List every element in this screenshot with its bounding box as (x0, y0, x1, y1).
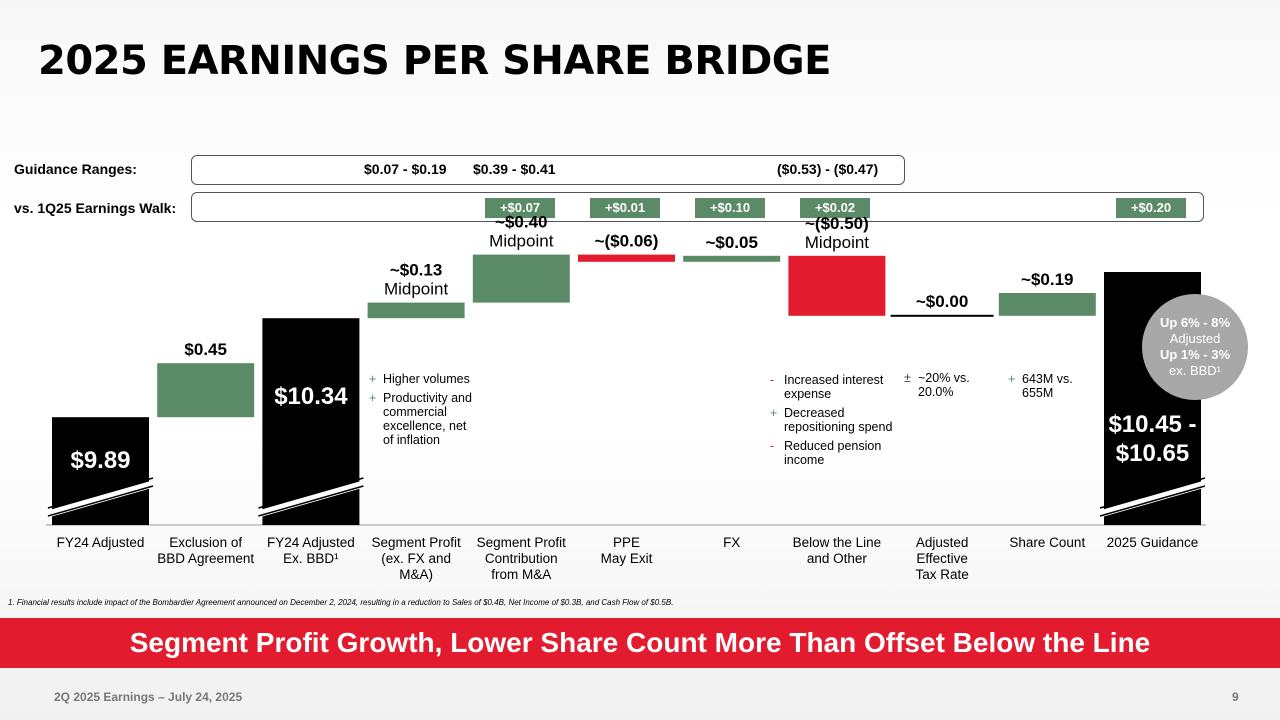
note-text: ~20% vs. 20.0% (918, 371, 970, 399)
data-label: $10.34 (274, 383, 348, 410)
axis-break-mark (258, 477, 364, 509)
note-text: Increased interest expense (784, 373, 884, 401)
bar-neutral (890, 314, 994, 317)
category-label: Exclusion of BBD Agreement (157, 535, 254, 566)
category-label: Below the Line and Other (793, 535, 882, 566)
note-text: Productivity and commercial excellence, … (383, 391, 472, 447)
tax-rate-notes: ± ~20% vs. 20.0% (904, 371, 984, 404)
guidance-range-2: $0.39 - $0.41 (473, 161, 556, 177)
note-bullet: + (1008, 372, 1016, 386)
guidance-range-1: $0.07 - $0.19 (364, 161, 447, 177)
bar-increase (472, 254, 570, 303)
axis-break-mark (47, 477, 154, 509)
guidance-range-3: ($0.53) - ($0.47) (777, 161, 879, 177)
category-label: FY24 Adjusted Ex. BBD¹ (267, 535, 355, 566)
walk-item: +$0.01 (590, 198, 660, 218)
note-item: + Decreased repositioning spend (770, 406, 895, 434)
guidance-box (191, 155, 905, 185)
walk-item: +$0.10 (695, 198, 765, 218)
data-label: ~$0.40 Midpoint (489, 213, 554, 251)
axis-break-mark (1099, 485, 1206, 517)
note-item: - Increased interest expense (770, 373, 895, 401)
walk-item: +$0.07 (485, 198, 555, 218)
axis-break-mark (1099, 480, 1206, 518)
below-line-notes: - Increased interest expense + Decreased re… (770, 373, 895, 472)
category-label: Segment Profit (ex. FX and M&A) (371, 535, 461, 582)
note-item: + Higher volumes (369, 372, 479, 386)
category-label: Segment Profit Contribution from M&A (477, 535, 567, 582)
bar-increase (157, 363, 255, 418)
data-label: ~$0.19 (1021, 270, 1073, 289)
bar-decrease (578, 254, 675, 262)
note-item: - Reduced pension income (770, 439, 895, 467)
callout-line-1: Up 6% - 8% (1159, 315, 1231, 330)
segment-profit-notes: + Higher volumes + Productivity and commerc… (369, 372, 479, 452)
guidance-growth-callout: Up 6% - 8% Adjusted Up 1% - 3% ex. BBD¹ (1142, 294, 1248, 400)
data-label: ~($0.50) Midpoint (805, 214, 870, 252)
note-item: ± ~20% vs. 20.0% (904, 371, 984, 399)
note-bullet: + (770, 406, 778, 420)
bar-increase (683, 255, 781, 262)
note-bullet: + (369, 372, 377, 386)
note-text: Higher volumes (383, 372, 470, 386)
share-count-notes: +643M vs. 655M (1008, 372, 1093, 405)
bar-increase (367, 302, 465, 319)
bar-total (262, 318, 360, 525)
walk-item: +$0.20 (1116, 198, 1186, 218)
eps-bridge-chart: $9.89 $0.45 $10.34 ~$0.13 Midpoint ~$0.40 Midp… (46, 213, 1206, 582)
data-label: $9.89 (70, 447, 130, 474)
data-label: ~$0.00 (916, 292, 968, 311)
axis-break-mark (257, 480, 365, 518)
guidance-label: Guidance Ranges: (14, 161, 137, 177)
data-label: $10.45 -$10.65 (1108, 411, 1196, 467)
category-label: FY24 Adjusted (57, 535, 145, 550)
summary-banner: Segment Profit Growth, Lower Share Count… (0, 618, 1280, 668)
data-label: $0.45 (184, 340, 227, 359)
axis-break-mark (1099, 477, 1206, 509)
axis-break-mark (47, 480, 154, 518)
note-text: Decreased repositioning spend (784, 406, 893, 434)
category-label: FX (723, 535, 740, 550)
category-label: PPE May Exit (601, 535, 653, 566)
axis-break-mark (47, 485, 154, 517)
callout-line-4: ex. BBD¹ (1168, 363, 1221, 378)
walk-label: vs. 1Q25 Earnings Walk: (14, 200, 177, 216)
footer-text: 2Q 2025 Earnings – July 24, 2025 (54, 690, 243, 704)
note-text: 643M vs. 655M (1022, 372, 1073, 400)
note-text: Reduced pension income (784, 439, 882, 467)
callout-line-3: Up 1% - 3% (1159, 347, 1231, 362)
bar-decrease (788, 255, 886, 316)
axis-break-mark (258, 485, 364, 517)
page-number: 9 (1232, 690, 1239, 704)
category-label: Share Count (1009, 535, 1085, 550)
note-bullet: - (770, 439, 775, 453)
walk-item: +$0.02 (800, 198, 870, 218)
note-item: +643M vs. 655M (1008, 372, 1093, 400)
note-bullet: + (369, 391, 377, 405)
category-label: 2025 Guidance (1107, 535, 1199, 550)
data-label: ~($0.06) (595, 232, 659, 251)
category-label: Adjusted Effective Tax Rate (915, 535, 968, 582)
bar-increase (998, 293, 1096, 316)
data-label: ~$0.13 Midpoint (384, 261, 449, 299)
note-item: + Productivity and commercial excellence,… (369, 391, 479, 447)
page-title: 2025 EARNINGS PER SHARE BRIDGE (38, 38, 831, 84)
footnote: 1. Financial results include impact of t… (8, 598, 674, 607)
note-bullet: ± (904, 371, 911, 385)
data-label: ~$0.05 (705, 233, 757, 252)
callout-line-2: Adjusted (1169, 331, 1221, 346)
note-bullet: - (770, 373, 775, 387)
